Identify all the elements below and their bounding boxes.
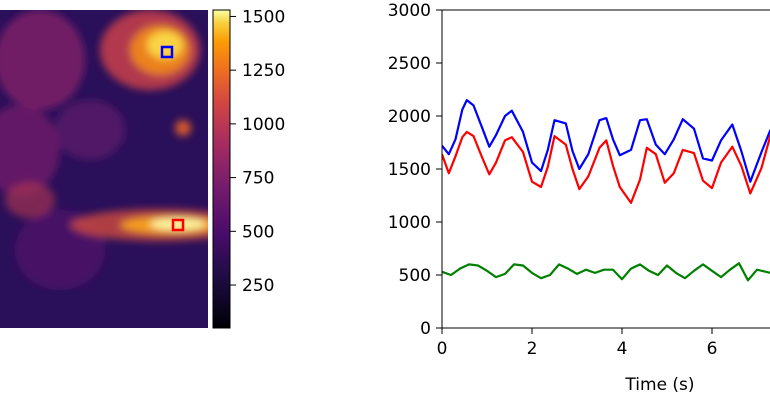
x-tick-label: 4 [617, 339, 628, 359]
heatmap-image [0, 10, 208, 328]
colorbar-tick-label: 1250 [242, 61, 285, 81]
y-tick-label: 3000 [388, 1, 431, 21]
y-tick-label: 2500 [388, 54, 431, 74]
colorbar-tick-label: 1000 [242, 115, 285, 135]
roi-marker-0 [160, 45, 174, 59]
series-line-0 [442, 99, 770, 183]
colorbar-tick-label: 250 [242, 276, 274, 296]
colorbar-tick-label: 500 [242, 222, 274, 242]
roi-marker-1 [171, 218, 185, 232]
y-tick-label: 1000 [388, 213, 431, 233]
x-axis-label: Time (s) [624, 375, 694, 395]
line-plot: 0 500 1000 1500 2000 2500 3000 0 2 4 6 Time (s) [388, 1, 770, 395]
series-line-1 [442, 130, 770, 204]
colorbar-tick-label: 1500 [242, 7, 285, 27]
y-tick-label: 2000 [388, 107, 431, 127]
colorbar-gradient [213, 10, 230, 328]
y-tick-label: 1500 [388, 160, 431, 180]
x-tick-label: 6 [707, 339, 718, 359]
x-tick-label: 0 [437, 339, 448, 359]
series-line-2 [442, 262, 770, 282]
y-tick-label: 500 [399, 266, 431, 286]
x-tick-label: 2 [527, 339, 538, 359]
colorbar-tick-label: 750 [242, 169, 274, 189]
y-tick-label: 0 [420, 319, 431, 339]
colorbar: 250 500 750 1000 1250 1500 [212, 7, 285, 329]
